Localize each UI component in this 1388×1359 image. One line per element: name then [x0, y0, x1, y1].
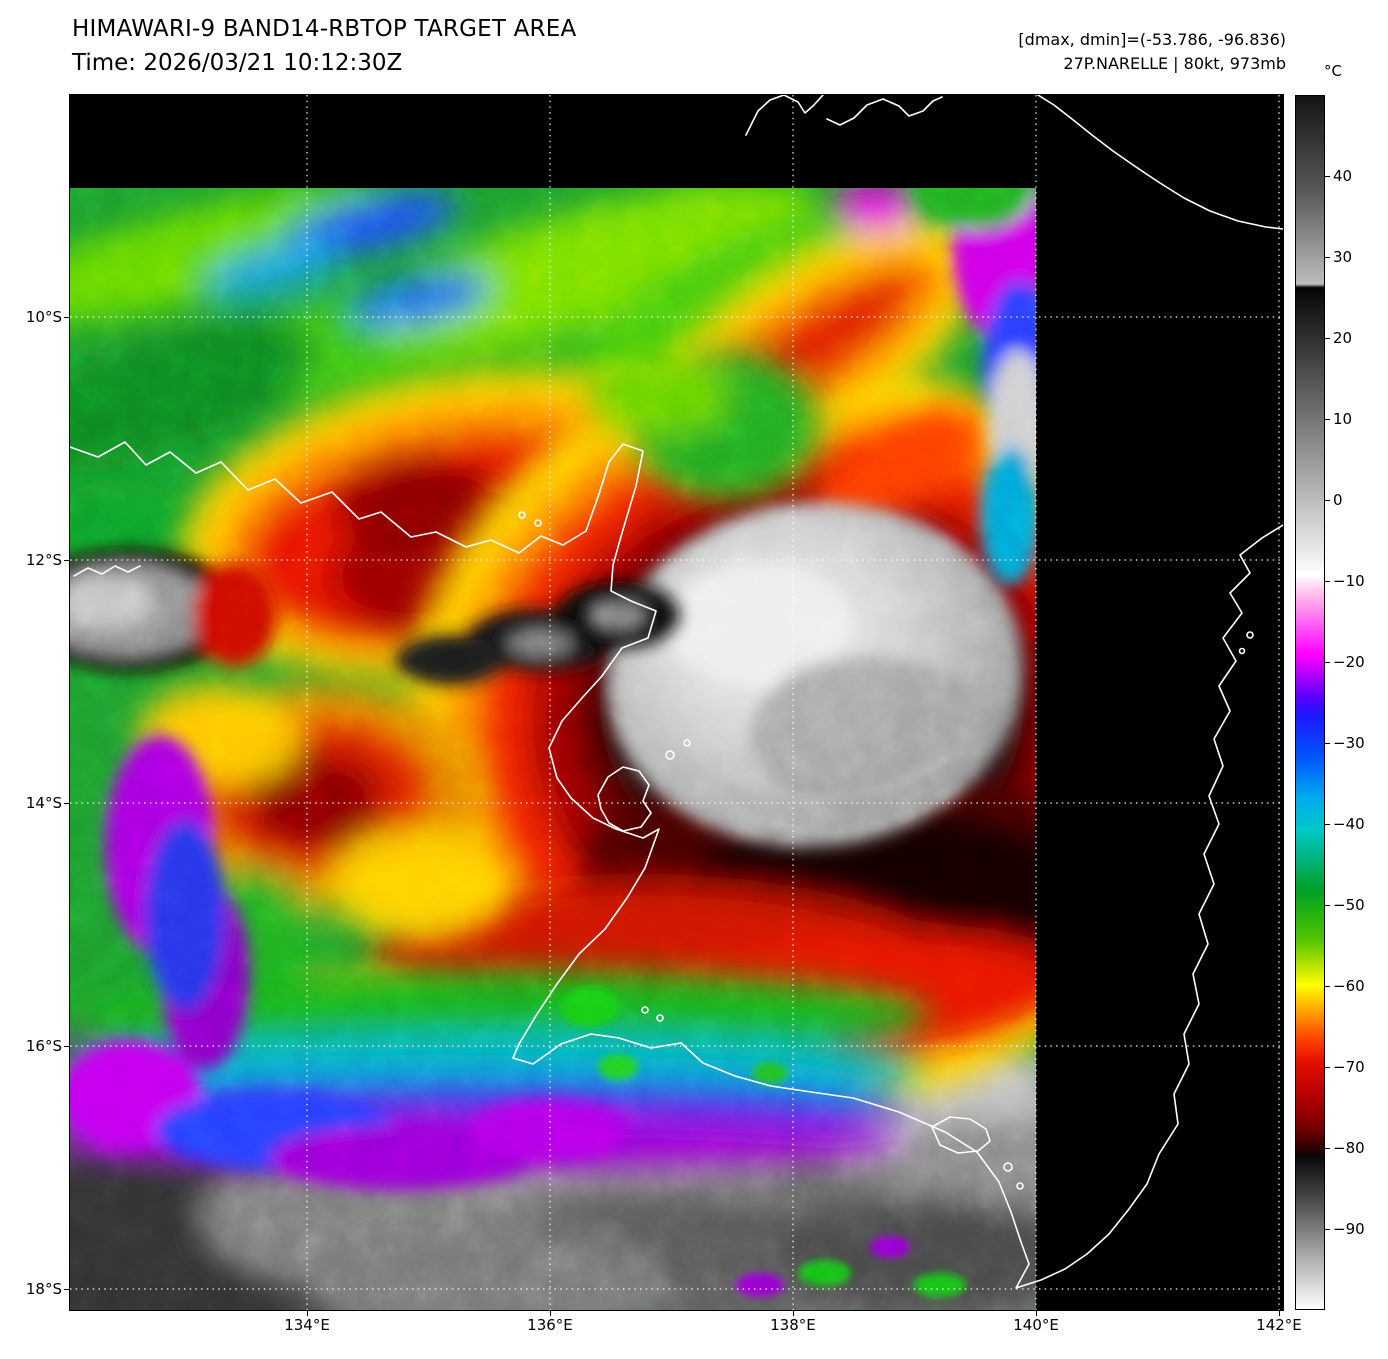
colorbar-tick-mark [1325, 1148, 1330, 1150]
colorbar-tick-mark [1325, 499, 1330, 501]
timestamp: Time: 2026/03/21 10:12:30Z [72, 50, 403, 76]
y-axis-tick-label: 14°S [25, 793, 62, 812]
y-axis-tick-mark [64, 559, 70, 561]
satellite-scene [70, 95, 1283, 1310]
colorbar-tick-label: −20 [1333, 653, 1365, 672]
colorbar-tick-label: −80 [1333, 1139, 1365, 1158]
colorbar-tick-mark [1325, 824, 1330, 825]
y-axis-tick-label: 18°S [25, 1279, 62, 1298]
y-axis-tick-label: 12°S [25, 550, 62, 569]
y-axis-tick-mark [64, 316, 70, 318]
colorbar-tick-mark [1325, 1067, 1330, 1068]
colorbar-tick-mark [1325, 581, 1330, 582]
colorbar-tick-mark [1325, 419, 1330, 421]
colorbar-unit: °C [1324, 62, 1342, 80]
colorbar-tick-label: −30 [1333, 733, 1365, 752]
colorbar-tick-mark [1325, 1228, 1330, 1230]
x-axis-tick-label: 142°E [1256, 1316, 1302, 1334]
colorbar-tick-label: 40 [1333, 167, 1353, 186]
dmax-dmin-label: [dmax, dmin]=(-53.786, -96.836) [1018, 30, 1286, 49]
x-axis-tick-mark [549, 1310, 551, 1316]
x-axis-tick-label: 134°E [284, 1316, 330, 1334]
colorbar-tick-label: −40 [1333, 815, 1365, 833]
coastlines [70, 95, 1283, 1289]
colorbar-tick-mark [1325, 176, 1330, 178]
x-axis-tick-label: 138°E [770, 1316, 816, 1334]
page-title: HIMAWARI-9 BAND14-RBTOP TARGET AREA [72, 16, 577, 42]
colorbar-tick-label: −50 [1333, 896, 1365, 915]
colorbar-tick-mark [1325, 985, 1330, 987]
colorbar-tick-mark [1325, 256, 1330, 258]
colorbar-tick-mark [1325, 662, 1330, 664]
colorbar-tick-label: −10 [1333, 572, 1365, 590]
y-axis-tick-label: 10°S [25, 307, 62, 326]
y-axis-tick-label: 16°S [25, 1036, 62, 1055]
plot-area: Copyright © 2020-2026 Dapiya [69, 94, 1284, 1311]
colorbar-tick-label: 10 [1333, 410, 1353, 429]
colorbar-tick-label: −60 [1333, 976, 1365, 995]
x-axis-tick-mark [1036, 1310, 1038, 1316]
y-axis-tick-mark [64, 1288, 70, 1290]
colorbar-tick-label: 20 [1333, 329, 1353, 347]
colorbar-tick-label: 0 [1333, 490, 1343, 509]
colorbar-tick-mark [1325, 742, 1330, 744]
colorbar-tick-label: −90 [1333, 1219, 1365, 1238]
colorbar-tick-mark [1325, 338, 1330, 339]
satellite-data-swath [70, 188, 1036, 1310]
colorbar-tick-label: −70 [1333, 1058, 1365, 1076]
x-axis-tick-mark [1278, 1310, 1280, 1316]
colorbar [1295, 95, 1325, 1310]
x-axis-tick-mark [792, 1310, 794, 1316]
y-axis-tick-mark [64, 802, 70, 804]
colorbar-tick-mark [1325, 905, 1330, 907]
x-axis-tick-label: 140°E [1013, 1316, 1059, 1334]
storm-info-label: 27P.NARELLE | 80kt, 973mb [1063, 54, 1286, 73]
colorbar-tick-label: 30 [1333, 247, 1353, 266]
y-axis-tick-mark [64, 1045, 70, 1047]
x-axis-tick-mark [307, 1310, 309, 1316]
x-axis-tick-label: 136°E [527, 1316, 573, 1334]
